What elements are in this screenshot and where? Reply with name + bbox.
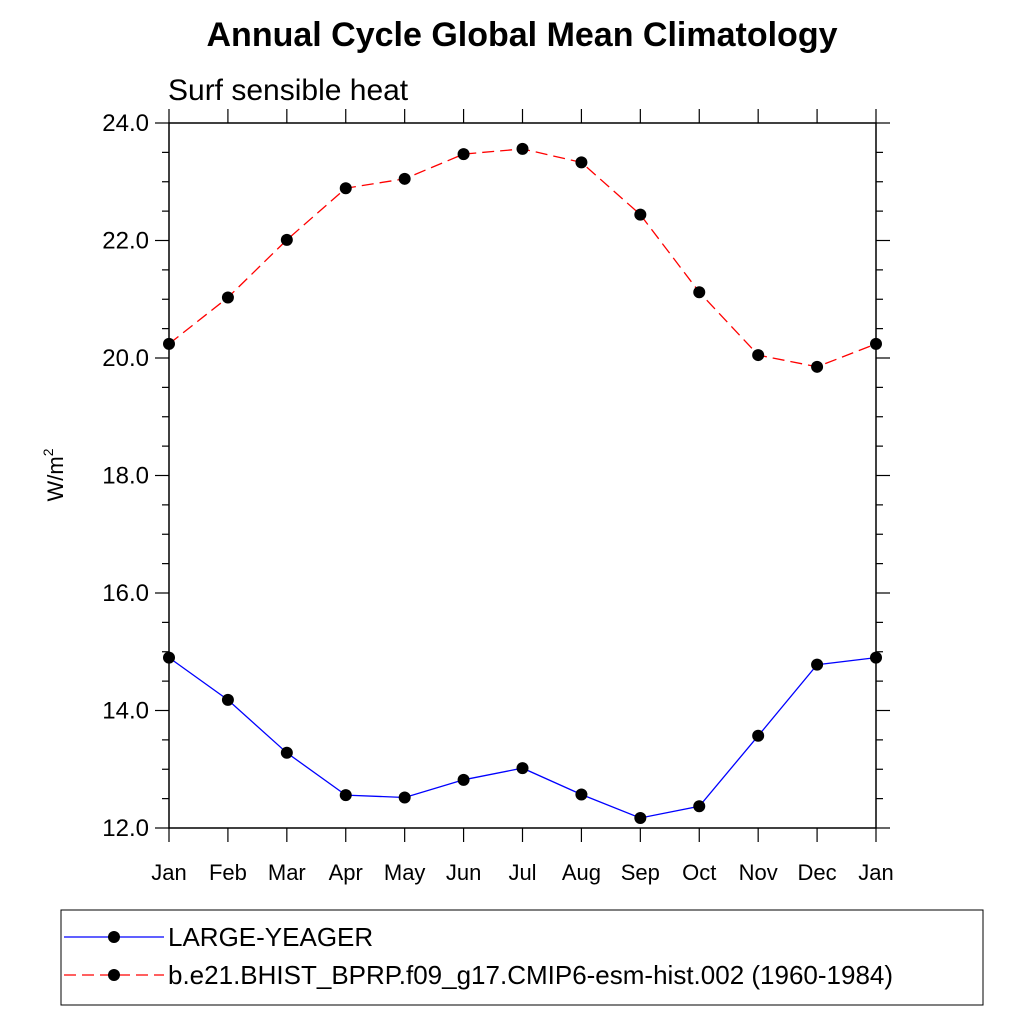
legend-marker [108, 969, 120, 981]
legend-label: LARGE-YEAGER [168, 922, 373, 952]
data-point [516, 142, 529, 155]
series-line [168, 148, 877, 368]
x-tick-label: Aug [562, 860, 601, 885]
chart-title: Annual Cycle Global Mean Climatology [207, 16, 838, 54]
x-tick-label: Dec [798, 860, 837, 885]
legend-marker [108, 931, 120, 943]
data-point [457, 148, 470, 161]
data-point [693, 286, 706, 299]
data-point [693, 800, 706, 813]
data-point [634, 812, 647, 825]
x-tick-label: Nov [739, 860, 778, 885]
data-point [516, 762, 529, 775]
data-point [221, 291, 234, 304]
x-tick-label: Oct [682, 860, 716, 885]
data-point [634, 208, 647, 221]
data-point [752, 349, 765, 362]
x-tick-label: Feb [209, 860, 247, 885]
legend-label: b.e21.BHIST_BPRP.f09_g17.CMIP6-esm-hist.… [168, 960, 893, 990]
y-axis-label-text: W/m [43, 456, 68, 501]
data-point [575, 788, 588, 801]
y-axis-label-superscript: 2 [40, 448, 56, 456]
series-1 [163, 651, 882, 825]
data-point [398, 172, 411, 185]
data-point [870, 337, 882, 350]
x-tick-labels: Jan Feb Mar Apr May Jun Jul Aug Sep Oct Nov Dec Jan [151, 860, 893, 885]
legend-box [60, 909, 984, 1006]
data-point [811, 360, 824, 373]
data-point [339, 789, 352, 802]
data-point [457, 773, 470, 786]
data-point [280, 746, 293, 759]
legend-item-2: b.e21.BHIST_BPRP.f09_g17.CMIP6-esm-hist.… [64, 960, 893, 990]
y-tick-label: 12.0 [102, 815, 149, 842]
data-point [870, 651, 882, 664]
data-point [811, 658, 824, 671]
y-tick-labels: 12.0 14.0 16.0 18.0 20.0 22.0 24.0 [102, 110, 149, 842]
series-line [168, 656, 877, 819]
data-point [339, 182, 352, 195]
svg-text:W/m2: W/m2 [40, 448, 68, 501]
data-point [752, 729, 765, 742]
x-tick-label: Mar [268, 860, 306, 885]
y-tick-label: 16.0 [102, 580, 149, 607]
y-tick-label: 22.0 [102, 228, 149, 255]
legend: LARGE-YEAGER b.e21.BHIST_BPRP.f09_g17.CMI… [64, 922, 893, 990]
x-tick-label: Apr [329, 860, 363, 885]
x-tick-label: Jan [151, 860, 186, 885]
data-point [163, 337, 175, 350]
y-tick-label: 24.0 [102, 110, 149, 137]
x-tick-label: May [384, 860, 426, 885]
legend-item-1: LARGE-YEAGER [64, 922, 373, 952]
axis-ticks [155, 109, 890, 842]
x-tick-label: Sep [621, 860, 660, 885]
data-point [221, 693, 234, 706]
y-axis-label: W/m2 [40, 448, 68, 501]
chart-subtitle: Surf sensible heat [168, 74, 409, 107]
series-layer [163, 142, 882, 825]
series-2 [163, 142, 882, 373]
data-point [280, 233, 293, 246]
y-tick-label: 20.0 [102, 345, 149, 372]
data-point [163, 651, 175, 664]
data-point [398, 791, 411, 804]
data-point [575, 156, 588, 169]
x-tick-label: Jan [858, 860, 893, 885]
y-tick-label: 14.0 [102, 698, 149, 725]
x-tick-label: Jun [446, 860, 481, 885]
x-tick-label: Jul [508, 860, 536, 885]
y-tick-label: 18.0 [102, 463, 149, 490]
